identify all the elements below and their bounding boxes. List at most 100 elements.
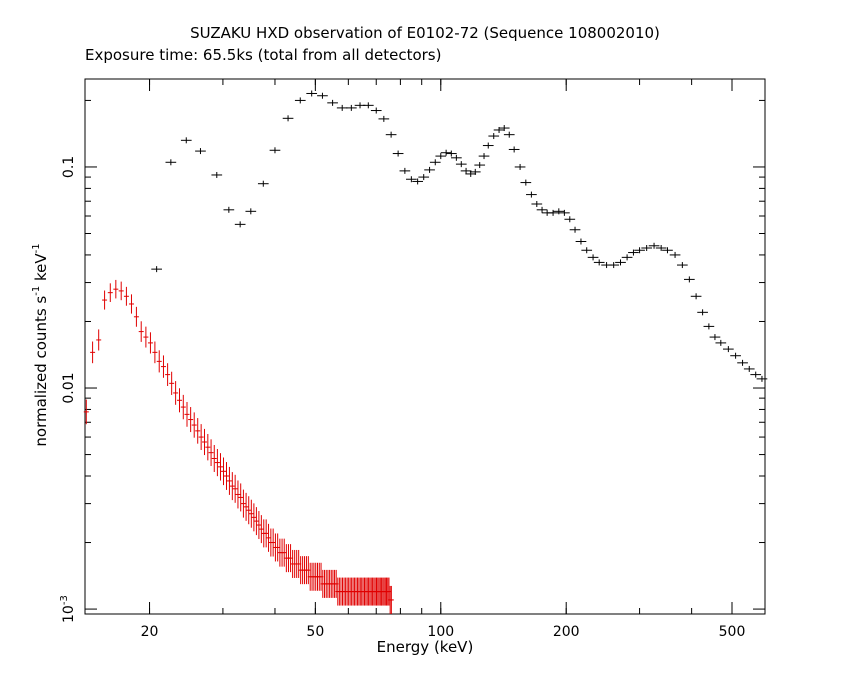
data-point — [240, 489, 246, 518]
data-point — [138, 321, 144, 342]
data-point — [238, 483, 244, 512]
data-point — [388, 585, 394, 614]
data-point — [553, 208, 565, 215]
data-point — [165, 159, 177, 166]
data-point — [211, 444, 217, 472]
data-point — [536, 206, 548, 213]
data-point — [730, 352, 741, 359]
y-tick-label: 10-3 — [59, 595, 77, 623]
data-point — [205, 433, 211, 461]
x-axis-label: Energy (keV) — [377, 638, 474, 656]
data-point — [547, 209, 559, 216]
data-point — [327, 99, 338, 106]
data-point — [648, 242, 660, 249]
data-point — [385, 131, 397, 138]
data-point — [246, 496, 252, 525]
data-point — [440, 149, 452, 156]
data-point — [266, 523, 272, 552]
data-point — [169, 371, 175, 395]
data-point — [306, 90, 318, 97]
data-point — [451, 154, 462, 161]
data-point — [756, 375, 768, 382]
data-point — [282, 115, 294, 122]
data-point — [593, 259, 605, 266]
x-tick-label: 500 — [719, 624, 746, 640]
data-point — [223, 462, 229, 490]
data-point — [399, 167, 411, 174]
data-point — [508, 146, 520, 153]
data-point — [520, 179, 532, 186]
x-tick-label: 200 — [553, 624, 580, 640]
data-point — [526, 191, 537, 198]
data-point — [559, 209, 570, 216]
x-tick-label: 50 — [306, 624, 324, 640]
data-point — [198, 424, 204, 451]
data-point — [317, 92, 328, 99]
x-tick-label: 100 — [427, 624, 454, 640]
data-point — [418, 174, 430, 181]
data-point — [581, 247, 593, 254]
data-point — [147, 332, 153, 354]
data-point — [424, 166, 435, 173]
data-point — [152, 341, 158, 364]
data-point — [703, 323, 715, 330]
data-point — [531, 200, 543, 207]
data-point — [107, 283, 113, 303]
data-point — [257, 180, 269, 187]
data-point — [412, 178, 423, 185]
data-point — [83, 399, 89, 425]
data-point — [263, 519, 269, 548]
data-point — [180, 137, 192, 144]
data-point — [269, 147, 281, 154]
data-point — [160, 355, 166, 378]
data-point — [248, 499, 254, 528]
data-point — [243, 492, 249, 521]
data-point — [743, 365, 755, 372]
data-point — [634, 247, 645, 254]
data-point — [737, 359, 748, 366]
data-point — [669, 251, 681, 258]
data-point — [336, 104, 348, 111]
data-point — [676, 262, 688, 269]
data-point — [90, 341, 96, 364]
data-point — [151, 266, 162, 273]
data-point — [173, 381, 179, 405]
data-point — [498, 125, 510, 132]
y-tick-label: 0.1 — [61, 156, 77, 178]
data-point — [96, 329, 102, 351]
data-point — [370, 107, 382, 114]
data-point — [102, 290, 108, 310]
data-point — [460, 167, 472, 174]
data-point — [118, 281, 124, 301]
data-point — [229, 472, 235, 501]
data-point — [165, 363, 171, 386]
chart-title: SUZAKU HXD observation of E0102-72 (Sequ… — [190, 24, 660, 42]
data-point — [143, 326, 149, 348]
data-point — [208, 439, 214, 467]
data-point — [697, 309, 708, 316]
data-point — [684, 276, 695, 283]
data-point — [180, 394, 186, 420]
data-point — [156, 350, 162, 373]
data-point — [469, 168, 481, 175]
y-tick-label: 0.01 — [61, 372, 77, 403]
data-point — [715, 339, 727, 346]
data-point — [128, 294, 134, 314]
data-point — [232, 474, 238, 503]
data-point — [294, 97, 306, 104]
data-point — [345, 104, 357, 111]
data-point — [429, 159, 441, 166]
data-point — [223, 206, 235, 213]
data-point — [482, 142, 494, 149]
data-point — [275, 533, 281, 562]
data-point — [133, 306, 139, 327]
data-point — [214, 448, 220, 477]
data-point — [258, 515, 264, 544]
data-point — [478, 153, 490, 160]
x-axis: 20 50 100 200 500 — [141, 79, 766, 640]
data-point — [256, 511, 262, 540]
data-point — [113, 279, 119, 299]
data-point — [723, 346, 734, 353]
data-point — [628, 249, 639, 256]
